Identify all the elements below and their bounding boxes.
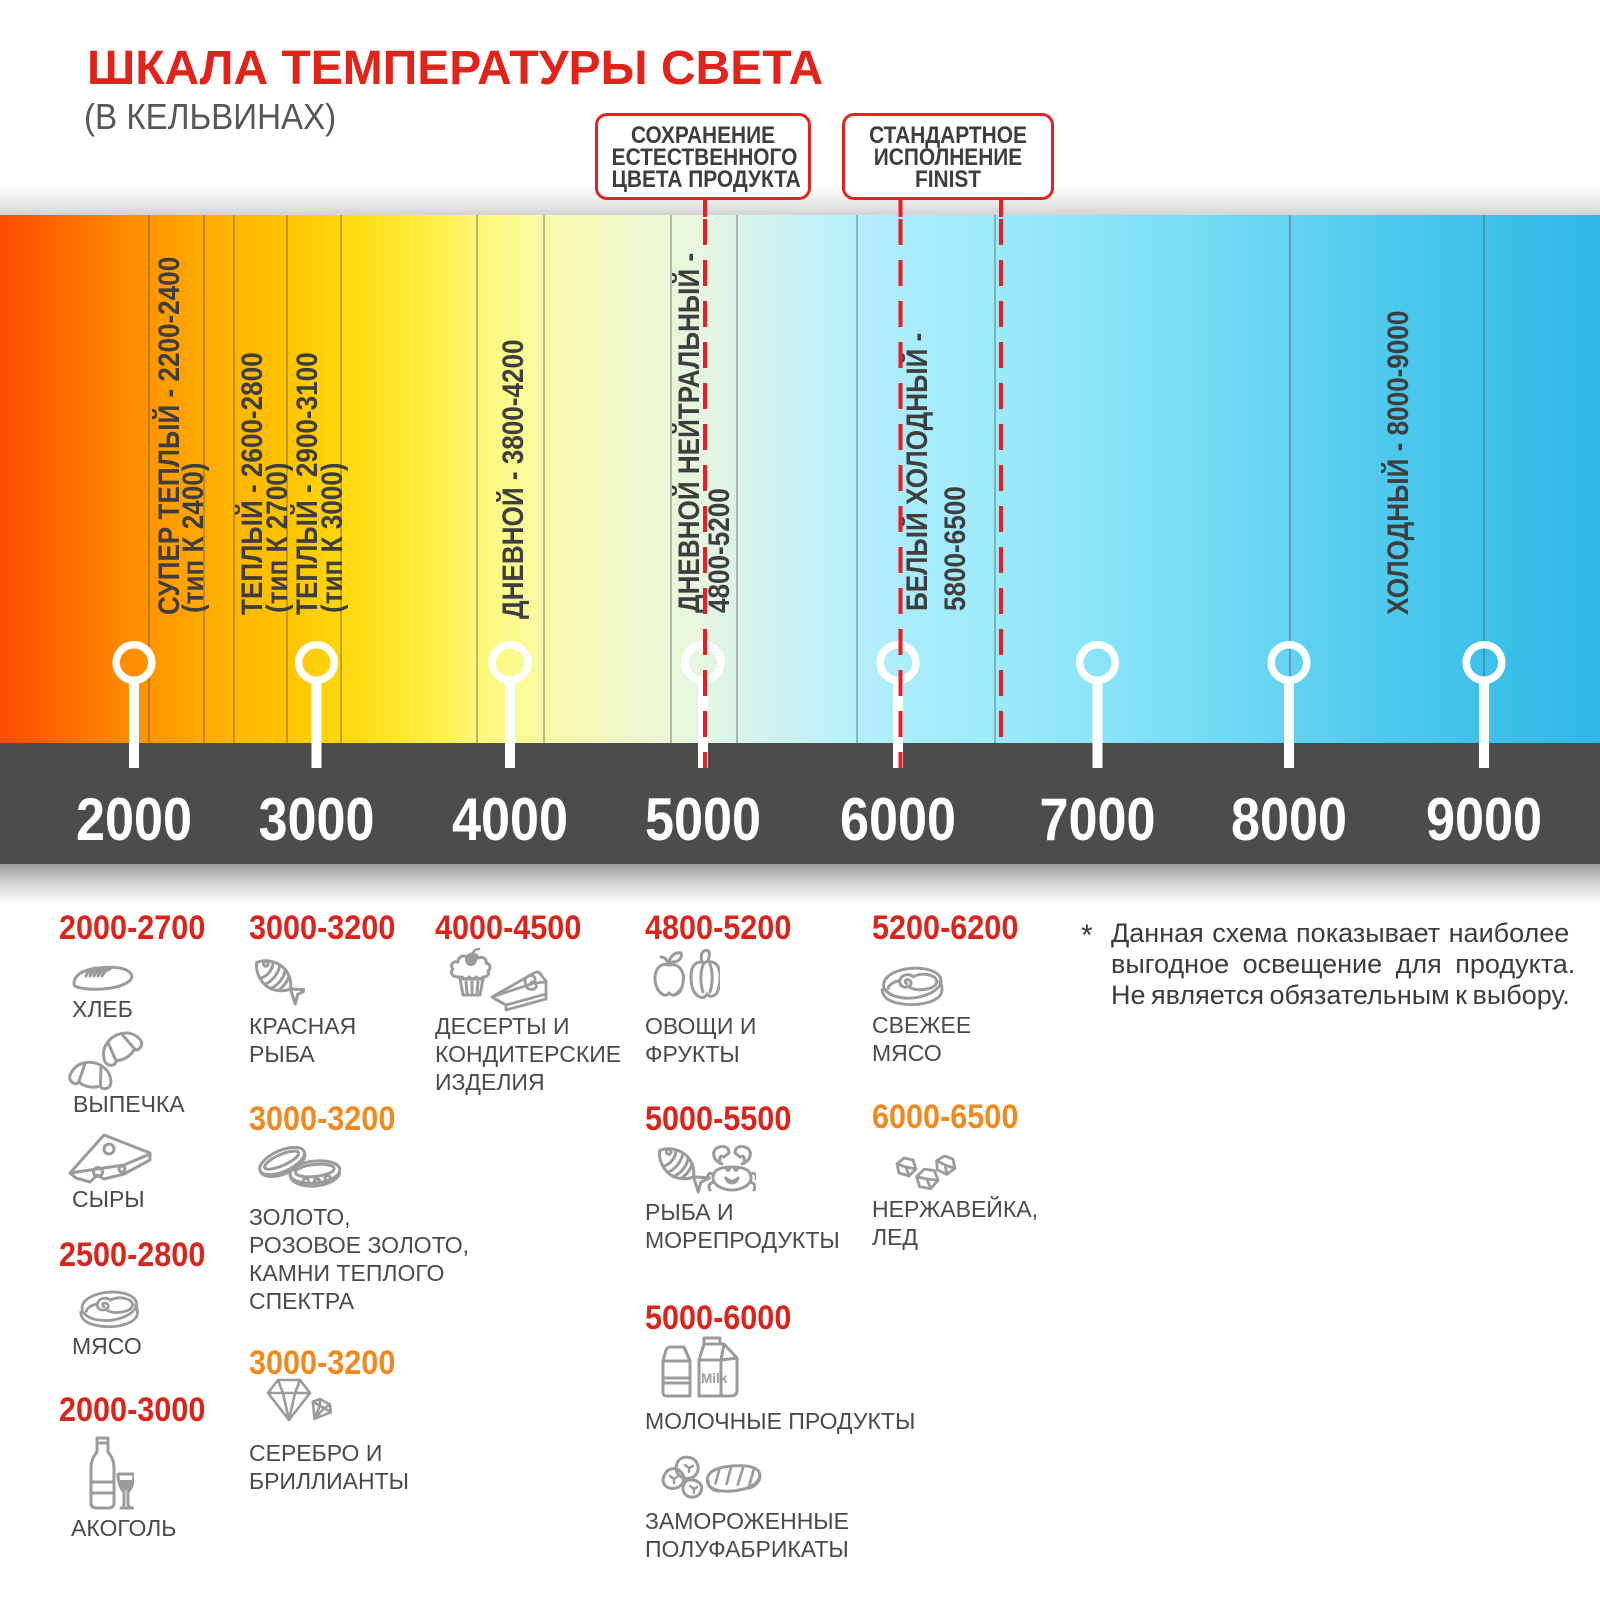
svg-text:ДНЕВНОЙ - 3800-4200: ДНЕВНОЙ - 3800-4200 xyxy=(496,339,529,619)
svg-text:2000: 2000 xyxy=(76,786,192,853)
svg-text:7000: 7000 xyxy=(1039,786,1155,853)
svg-text:6000: 6000 xyxy=(840,786,956,853)
svg-text:СУПЕР ТЕПЛЫЙ - 2200-2400: СУПЕР ТЕПЛЫЙ - 2200-2400 xyxy=(152,257,185,615)
svg-text:ХОЛОДНЫЙ - 8000-9000: ХОЛОДНЫЙ - 8000-9000 xyxy=(1381,311,1414,615)
svg-text:5000: 5000 xyxy=(645,786,761,853)
svg-text:3000: 3000 xyxy=(258,786,374,853)
svg-text:4000: 4000 xyxy=(452,786,568,853)
svg-text:ТЕПЛЫЙ - 2900-3100: ТЕПЛЫЙ - 2900-3100 xyxy=(290,352,323,615)
svg-text:(тип К 2700): (тип К 2700) xyxy=(260,463,293,613)
svg-text:БЕЛЫЙ ХОЛОДНЫЙ -: БЕЛЫЙ ХОЛОДНЫЙ - xyxy=(900,333,933,611)
svg-text:(тип К 2400): (тип К 2400) xyxy=(176,463,209,613)
svg-text:(тип К 3000): (тип К 3000) xyxy=(315,463,348,613)
svg-text:5800-6500: 5800-6500 xyxy=(938,486,971,611)
svg-text:4800-5200: 4800-5200 xyxy=(702,488,735,613)
svg-text:8000: 8000 xyxy=(1231,786,1347,853)
svg-text:ДНЕВНОЙ НЕЙТРАЛЬНЫЙ -: ДНЕВНОЙ НЕЙТРАЛЬНЫЙ - xyxy=(672,253,705,613)
svg-text:9000: 9000 xyxy=(1426,786,1542,853)
svg-text:Milk: Milk xyxy=(701,1371,728,1386)
svg-text:ТЕПЛЫЙ - 2600-2800: ТЕПЛЫЙ - 2600-2800 xyxy=(235,352,268,615)
